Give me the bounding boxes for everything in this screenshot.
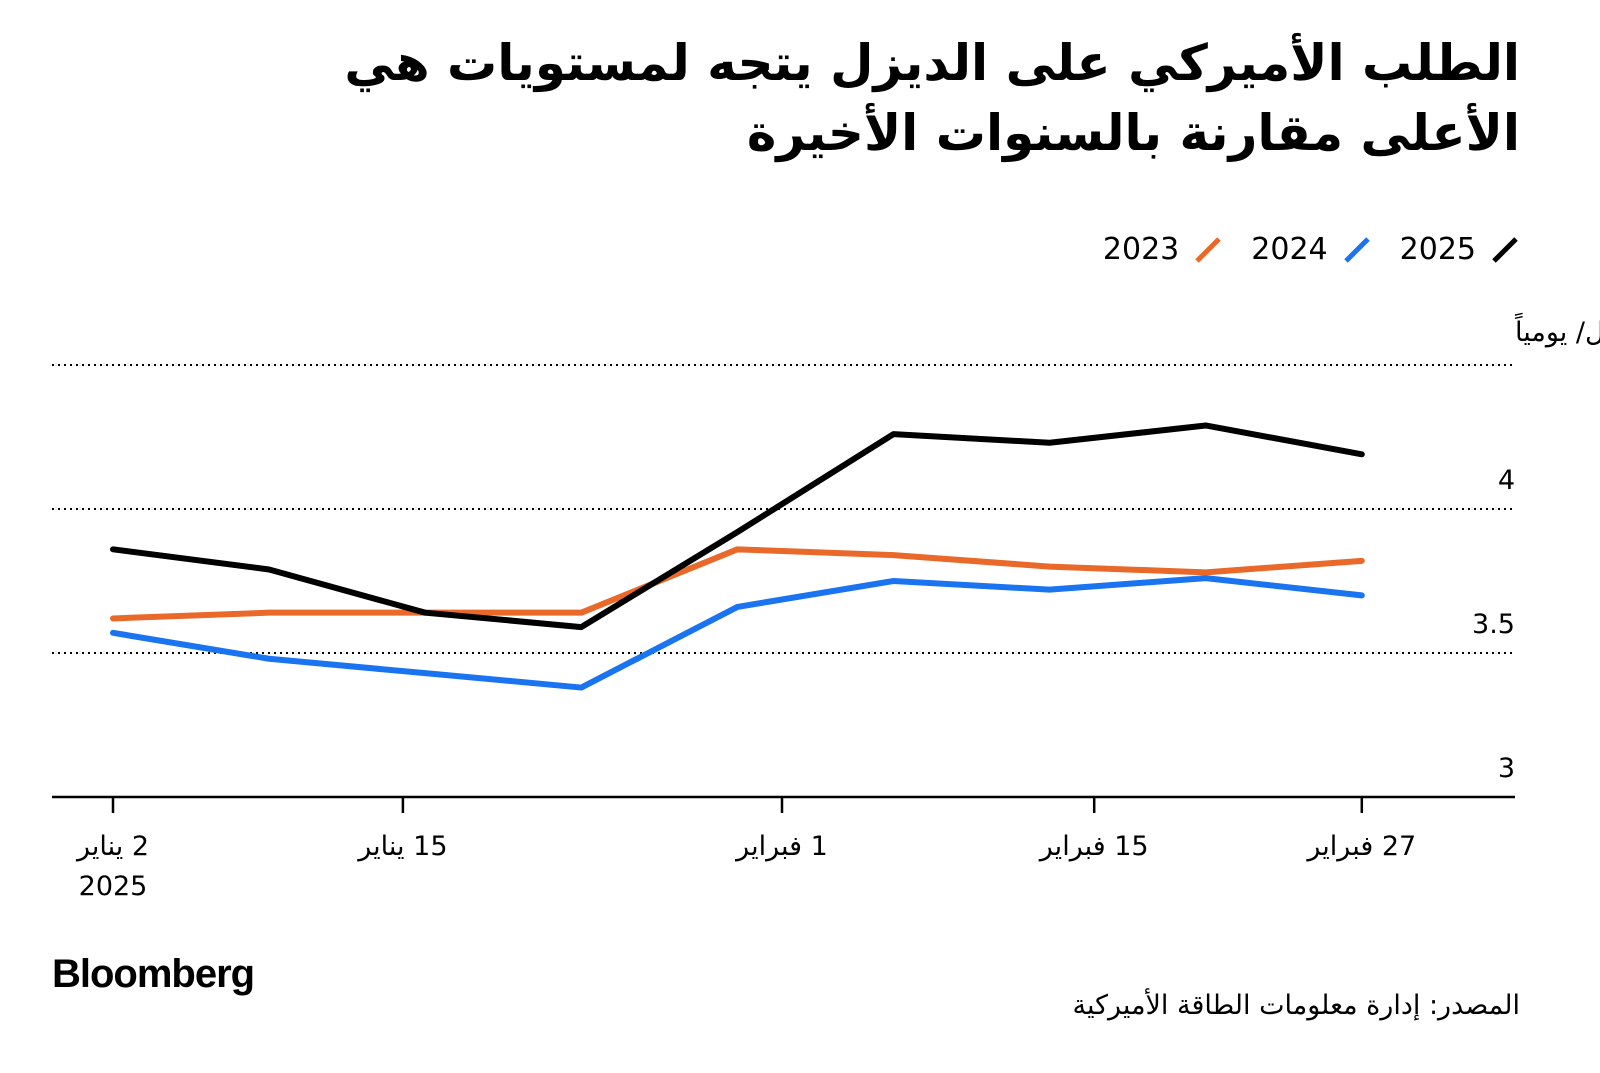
series-line-2025 xyxy=(110,422,1365,631)
x-tick-sublabel: 2025 xyxy=(79,871,148,902)
legend-item-2023: 2023 xyxy=(1103,232,1223,267)
legend-item-2025: 2025 xyxy=(1400,232,1520,267)
y-tick-label: 3.5 xyxy=(1472,609,1515,640)
legend-swatch-2025 xyxy=(1492,236,1518,263)
legend-label: 2025 xyxy=(1399,232,1476,267)
y-tick-label: 3 xyxy=(1498,753,1515,784)
legend-label: 2024 xyxy=(1251,232,1328,267)
y-tick-label: 4 xyxy=(1498,465,1515,496)
legend: 2025 2024 2023 xyxy=(1103,232,1520,267)
bloomberg-logo: Bloomberg xyxy=(52,952,255,996)
x-tick-label: 27 فبراير xyxy=(1305,831,1416,862)
legend-swatch-2023 xyxy=(1195,236,1222,263)
series-line-2024 xyxy=(110,575,1365,691)
chart-plot: 3 3.5 4 4.5 ألف برميل/ يومياً 2 يناير 2025 15 … xyxy=(52,312,1600,902)
legend-item-2024: 2024 xyxy=(1251,232,1371,267)
source-note: المصدر: إدارة معلومات الطاقة الأميركية xyxy=(1072,990,1520,1021)
x-tick-label: 2 يناير xyxy=(75,831,149,862)
legend-swatch-2024 xyxy=(1343,236,1370,263)
x-tick-label: 15 فبراير xyxy=(1038,831,1149,862)
x-tick-label: 15 يناير xyxy=(356,831,447,862)
y-axis-unit-label: 4.5 ألف برميل/ يومياً xyxy=(1514,312,1600,348)
x-tick-label: 1 فبراير xyxy=(734,831,828,862)
chart-title: الطلب الأميركي على الديزل يتجه لمستويات … xyxy=(344,34,1520,162)
legend-label: 2023 xyxy=(1102,232,1180,267)
